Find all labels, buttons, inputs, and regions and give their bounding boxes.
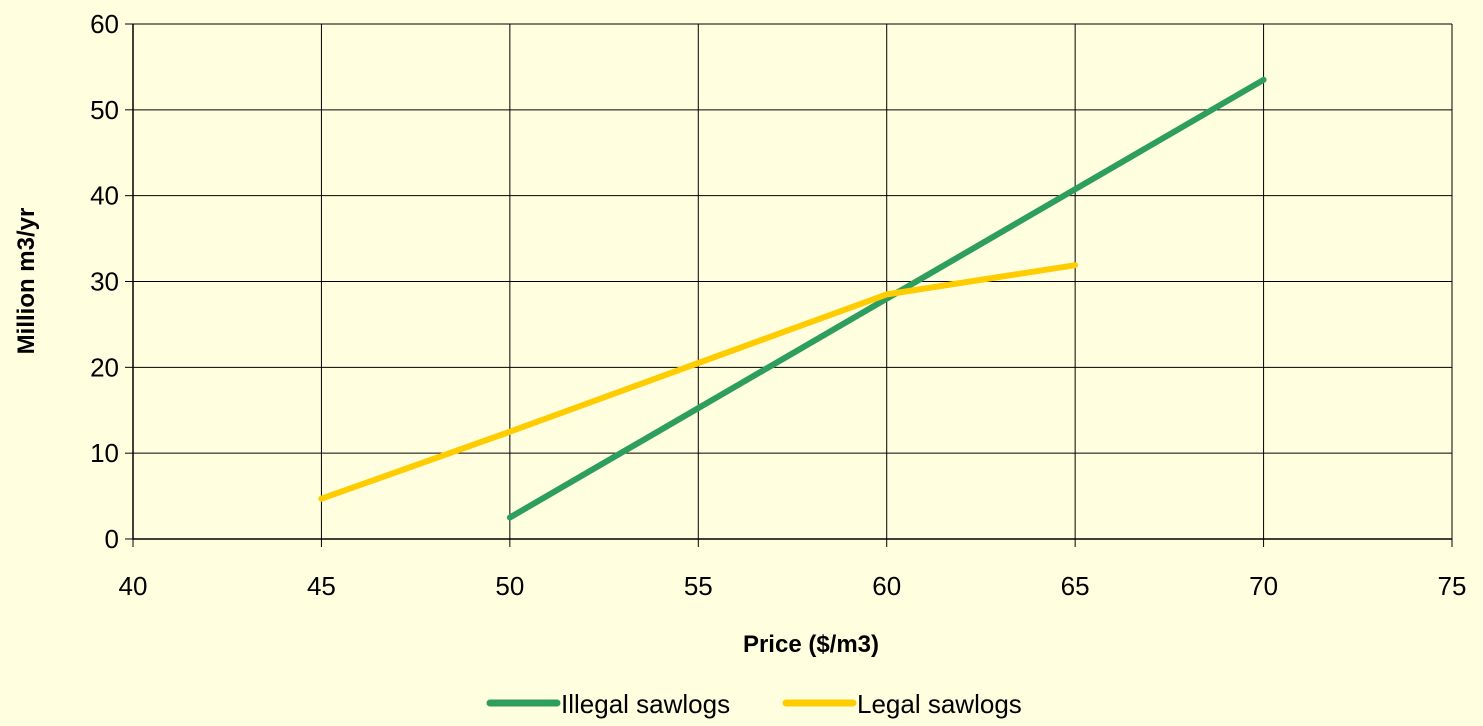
y-tick-label: 60 bbox=[90, 9, 119, 39]
series-lines bbox=[318, 76, 1267, 521]
y-tick-label: 0 bbox=[105, 524, 119, 554]
series-line-1 bbox=[506, 76, 1267, 521]
y-tick-labels: 0 10 20 30 40 50 60 bbox=[90, 9, 119, 554]
x-tick-label: 45 bbox=[307, 571, 336, 601]
x-tick-label: 50 bbox=[495, 571, 524, 601]
y-tick-label: 50 bbox=[90, 95, 119, 125]
x-tick-label: 70 bbox=[1249, 571, 1278, 601]
axes bbox=[125, 23, 1453, 547]
x-tick-label: 40 bbox=[119, 571, 148, 601]
legend: Illegal sawlogs Legal sawlogs bbox=[486, 689, 1022, 719]
x-axis-title: Price ($/m3) bbox=[743, 631, 879, 658]
legend-label-2: Legal sawlogs bbox=[857, 689, 1022, 719]
y-tick-label: 30 bbox=[90, 267, 119, 297]
x-tick-label: 55 bbox=[684, 571, 713, 601]
x-tick-labels: 40 45 50 55 60 65 70 75 bbox=[119, 571, 1467, 601]
y-tick-label: 20 bbox=[90, 352, 119, 382]
y-axis-title: Million m3/yr bbox=[13, 208, 40, 355]
x-tick-label: 65 bbox=[1061, 571, 1090, 601]
x-tick-label: 60 bbox=[872, 571, 901, 601]
y-tick-label: 10 bbox=[90, 438, 119, 468]
y-tick-label: 40 bbox=[90, 181, 119, 211]
legend-label-1: Illegal sawlogs bbox=[561, 689, 730, 719]
series-line-2 bbox=[318, 262, 1079, 502]
grid bbox=[132, 23, 1453, 540]
x-tick-label: 75 bbox=[1438, 571, 1467, 601]
